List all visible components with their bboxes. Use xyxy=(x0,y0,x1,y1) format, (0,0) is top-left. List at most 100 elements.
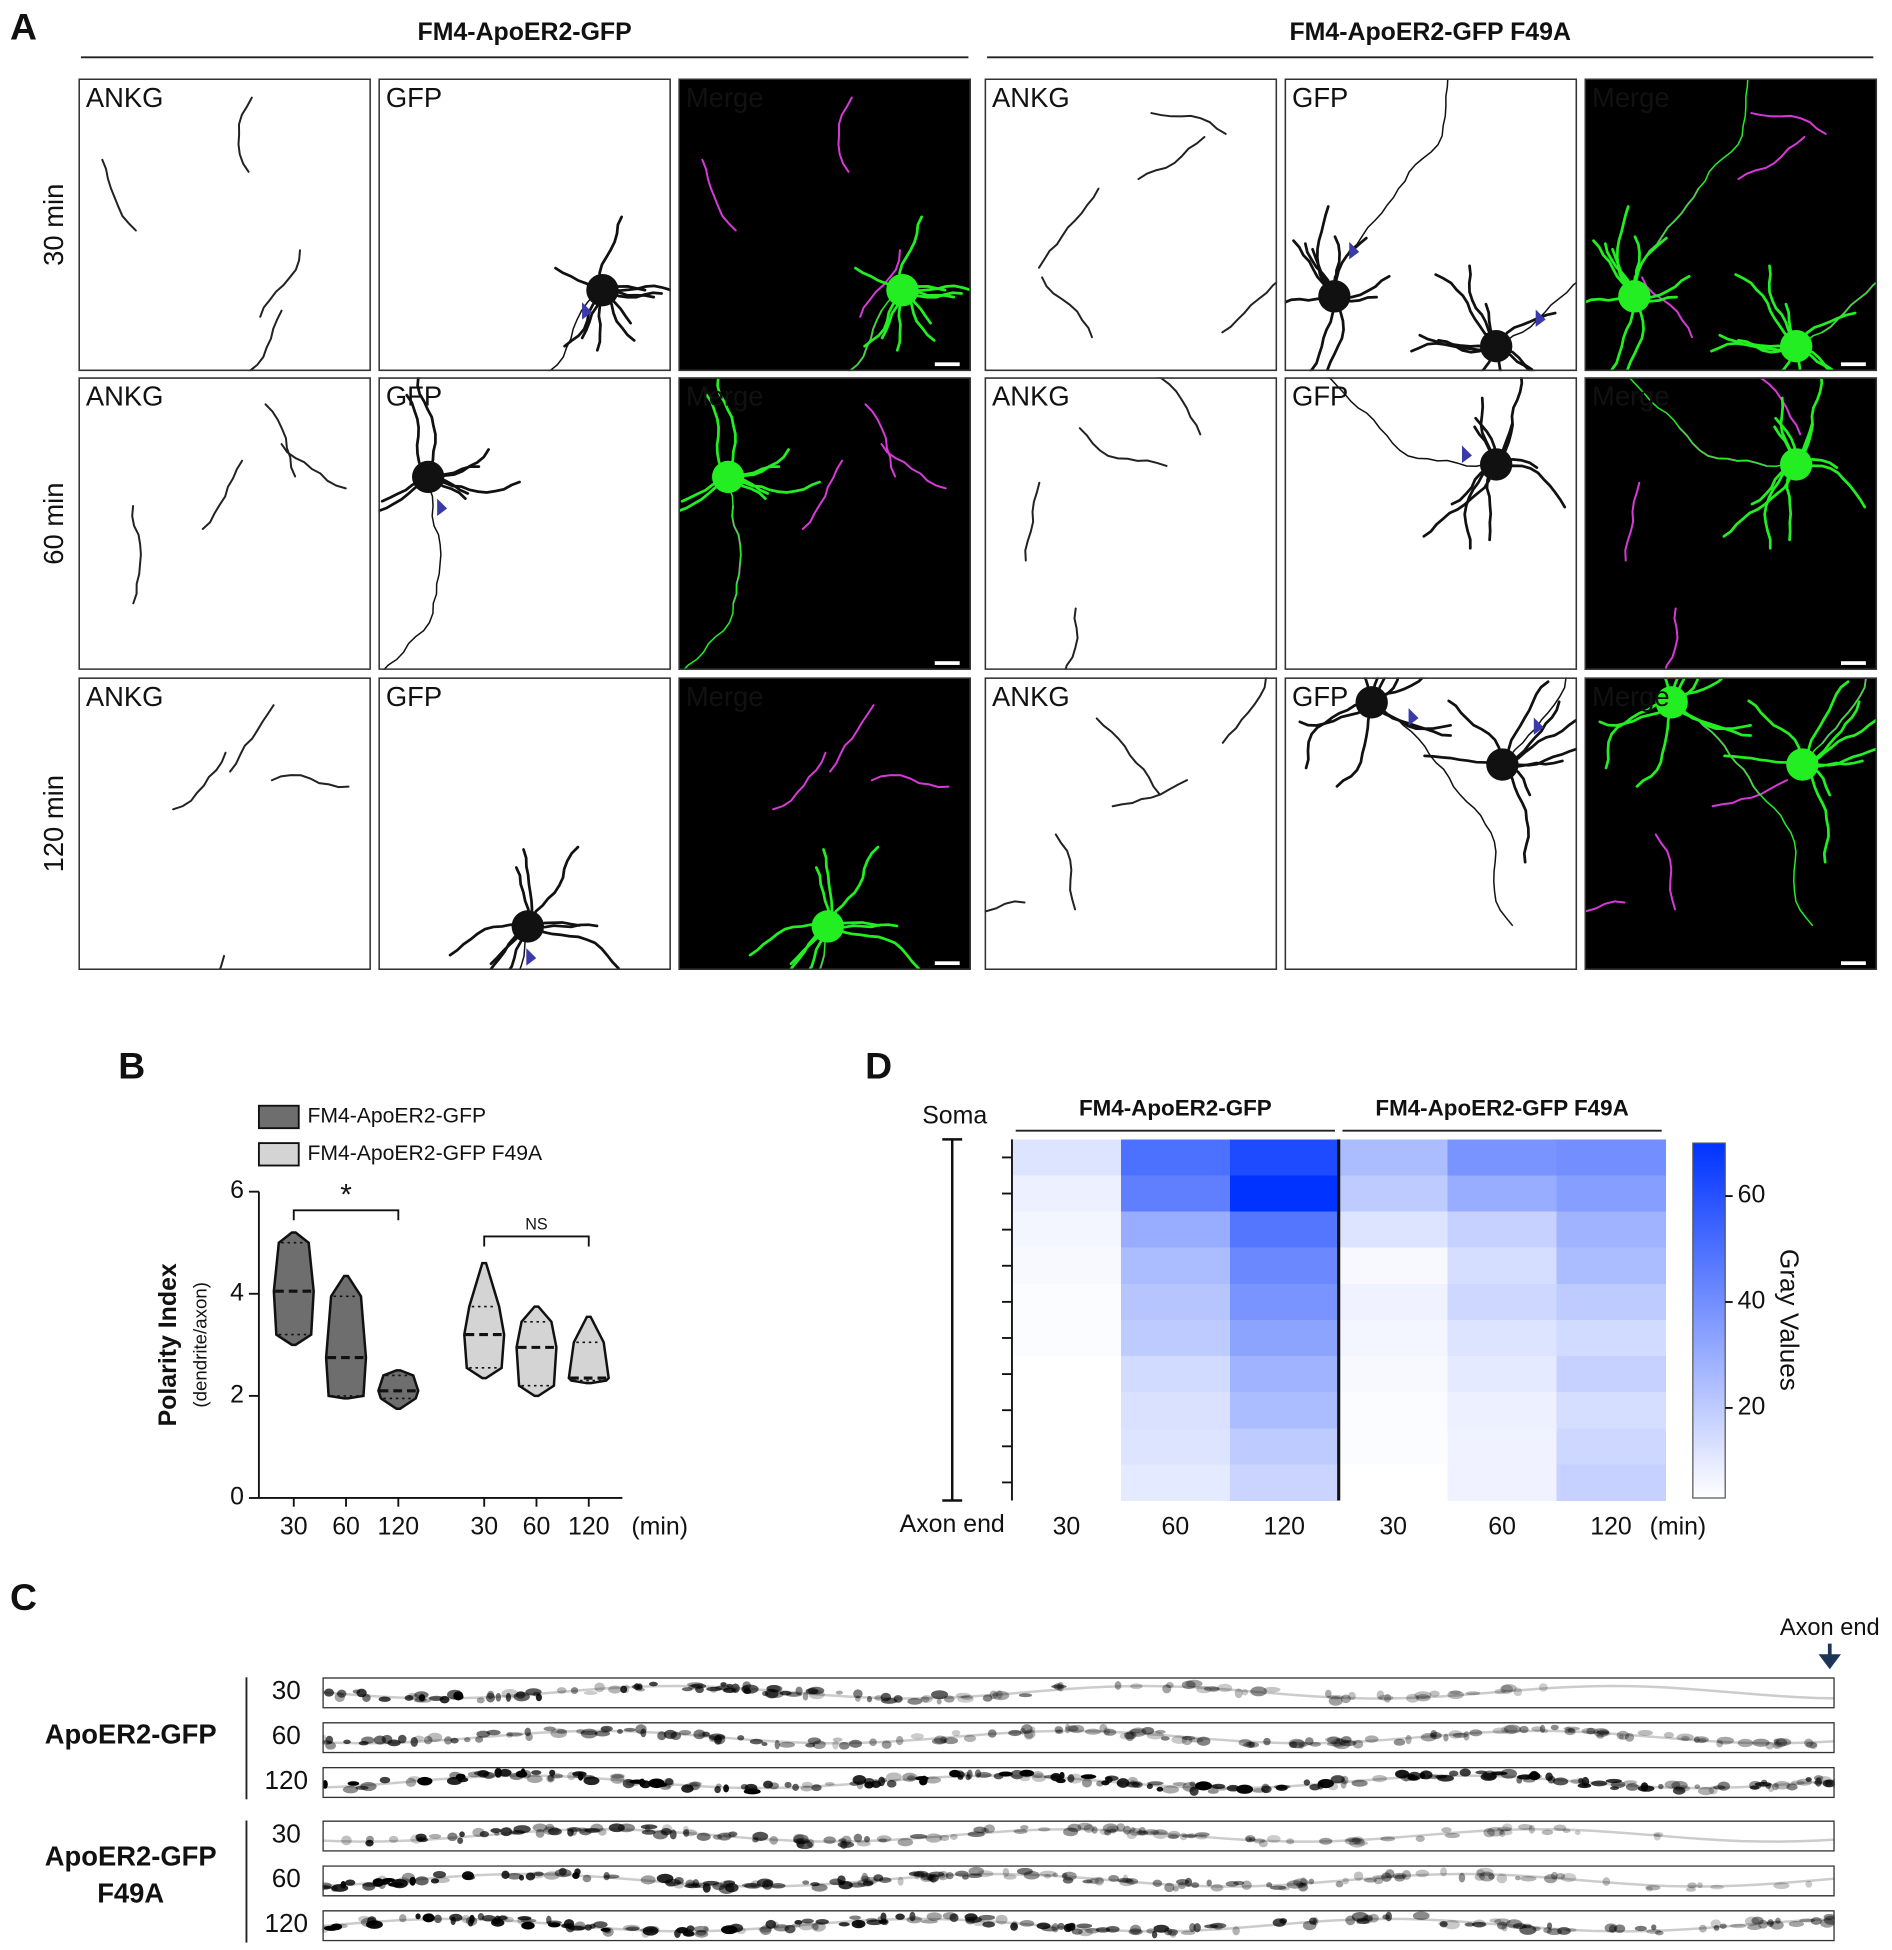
heatmap-cell xyxy=(1447,1139,1558,1177)
strip-puncta xyxy=(920,1919,938,1924)
scale-bar xyxy=(1840,661,1866,665)
y-tick-label: 6 xyxy=(230,1176,244,1204)
strip-puncta xyxy=(543,1726,556,1732)
panel-label: B xyxy=(118,1044,145,1086)
strip-puncta xyxy=(926,1874,935,1882)
strip-puncta xyxy=(1475,1770,1488,1775)
strip-puncta xyxy=(664,1778,674,1786)
heatmap-cell xyxy=(1229,1211,1340,1249)
micrograph-border xyxy=(78,677,371,971)
strip-puncta xyxy=(1494,1918,1511,1925)
strip-puncta xyxy=(1773,1741,1783,1750)
strip-puncta xyxy=(547,1827,562,1836)
micrograph: ANKG xyxy=(984,377,1278,670)
strip-puncta xyxy=(413,1735,425,1742)
strip-puncta xyxy=(450,1737,459,1744)
strip-puncta xyxy=(993,1772,1004,1780)
ankg-segment xyxy=(1654,833,1677,911)
strip-puncta xyxy=(422,1913,435,1923)
strip-axon xyxy=(322,1684,1835,1700)
strip-puncta xyxy=(720,1682,727,1687)
channel-label: GFP xyxy=(1292,381,1348,412)
strip-puncta xyxy=(1150,1829,1168,1836)
strip-puncta xyxy=(784,1924,796,1934)
ankg-segment xyxy=(1064,607,1079,670)
strip-puncta xyxy=(1542,1728,1549,1734)
strip-puncta xyxy=(1624,1733,1635,1742)
heatmap-cell xyxy=(1011,1356,1122,1393)
strip-puncta xyxy=(695,1929,707,1936)
strip-puncta xyxy=(1293,1878,1309,1887)
strip-puncta xyxy=(547,1774,554,1782)
strip-puncta xyxy=(832,1740,839,1750)
strip-puncta xyxy=(1773,1738,1780,1743)
strip-puncta xyxy=(1250,1686,1267,1697)
strip-puncta xyxy=(744,1783,758,1793)
strip-puncta xyxy=(1490,1771,1508,1776)
strip-puncta xyxy=(860,1875,870,1882)
heatmap-cell xyxy=(1229,1428,1340,1465)
strip-puncta xyxy=(1246,1741,1255,1748)
strip-puncta xyxy=(996,1690,1003,1700)
strip-puncta xyxy=(1352,1739,1364,1749)
strip-puncta xyxy=(977,1870,994,1878)
strip-puncta xyxy=(1330,1775,1345,1784)
strip-puncta xyxy=(524,1727,531,1737)
strip-puncta xyxy=(1298,1744,1304,1749)
strip-puncta xyxy=(1604,1923,1618,1933)
strip-puncta xyxy=(1066,1773,1083,1784)
strip-puncta xyxy=(1116,1823,1126,1832)
strip-puncta xyxy=(1024,1730,1034,1740)
strip-puncta xyxy=(1489,1918,1502,1923)
strip-puncta xyxy=(1412,1911,1430,1921)
strip-puncta xyxy=(921,1694,933,1703)
strip-puncta xyxy=(343,1739,351,1745)
strip-puncta xyxy=(1790,1780,1805,1786)
strip-puncta xyxy=(881,1740,892,1749)
soma xyxy=(1655,686,1688,719)
strip-puncta xyxy=(1024,1729,1036,1739)
strip-puncta xyxy=(897,1838,914,1847)
strip-puncta xyxy=(1368,1913,1379,1923)
strip-puncta xyxy=(1737,1738,1754,1748)
heatmap-cell xyxy=(1556,1428,1667,1465)
strip-puncta xyxy=(1232,1926,1240,1936)
heatmap-cell xyxy=(1556,1211,1667,1249)
strip-puncta xyxy=(957,1695,974,1703)
strip-puncta xyxy=(648,1778,665,1789)
strip-puncta xyxy=(741,1883,758,1888)
strip-puncta xyxy=(525,1688,542,1696)
strip-puncta xyxy=(784,1781,792,1788)
strip-puncta xyxy=(1180,1930,1196,1935)
heatmap-cell xyxy=(1011,1319,1122,1357)
micrograph: Merge xyxy=(1584,677,1878,971)
micrograph: Merge xyxy=(1584,377,1878,670)
strip-puncta xyxy=(1420,1733,1437,1742)
strip-puncta xyxy=(415,1913,421,1920)
heatmap-cell xyxy=(1229,1319,1340,1357)
strip-puncta xyxy=(815,1919,829,1925)
soma xyxy=(886,273,919,307)
strip-puncta xyxy=(322,1779,328,1789)
strip-puncta xyxy=(1152,1829,1169,1839)
strip-puncta xyxy=(1164,1882,1175,1893)
strip-puncta xyxy=(919,1778,928,1786)
axon-strip xyxy=(322,1910,1835,1942)
strip-puncta xyxy=(1103,1727,1111,1736)
strip-puncta xyxy=(1616,1730,1630,1741)
strip-puncta xyxy=(352,1689,361,1694)
channel-label: GFP xyxy=(386,82,442,113)
strip-puncta xyxy=(1492,1727,1509,1735)
strip-puncta xyxy=(1196,1736,1211,1746)
strip-puncta xyxy=(565,1923,575,1933)
strip-puncta xyxy=(1238,1738,1252,1747)
y-axis-title: Polarity Index xyxy=(154,1263,182,1426)
strip-puncta xyxy=(1767,1784,1775,1793)
strip-puncta xyxy=(1405,1734,1412,1745)
strip-puncta xyxy=(1153,1924,1170,1933)
strip-puncta xyxy=(853,1833,863,1843)
strip-puncta xyxy=(495,1692,502,1702)
ankg-segment xyxy=(864,403,897,478)
strip-puncta xyxy=(1084,1728,1101,1735)
strip-puncta xyxy=(1116,1778,1130,1788)
